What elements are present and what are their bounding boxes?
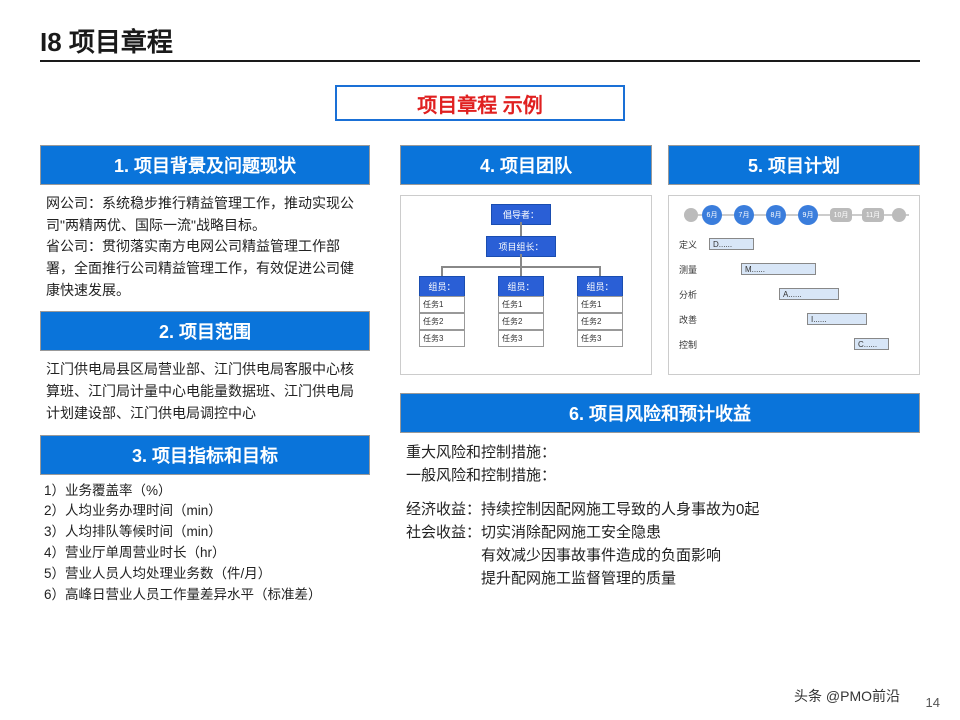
- plan-row-1-label: 测量: [679, 263, 707, 276]
- plan-row-1-bar: M......: [741, 263, 816, 275]
- month-0: 6月: [702, 205, 722, 225]
- plan-row-2-bar: A......: [779, 288, 839, 300]
- org-task-11: 任务2: [498, 313, 544, 330]
- section6-header: 6. 项目风险和预计收益: [400, 393, 920, 433]
- plan-row-0-bar: D......: [709, 238, 754, 250]
- title-underline: [40, 60, 920, 62]
- section1-header: 1. 项目背景及问题现状: [40, 145, 370, 185]
- org-task-00: 任务1: [419, 296, 465, 313]
- section1-body: 网公司：系统稳步推行精益管理工作，推动实现公司"两精两优、国际一流"战略目标。 …: [40, 185, 370, 311]
- soc-body: 切实消除配网施工安全隐患 有效减少因事故事件造成的负面影响 提升配网施工监督管理…: [481, 521, 721, 591]
- right-headers-row: 4. 项目团队 5. 项目计划: [400, 145, 920, 185]
- org-task-01: 任务2: [419, 313, 465, 330]
- footer-credit: 头条 @PMO前沿: [794, 686, 900, 706]
- month-1: 7月: [734, 205, 754, 225]
- org-task-12: 任务3: [498, 330, 544, 347]
- risk-major: 重大风险和控制措施：: [406, 441, 914, 464]
- org-member-1: 组员：: [498, 276, 544, 297]
- month-4: 10月: [830, 208, 852, 222]
- org-member-0: 组员：: [419, 276, 465, 297]
- timeline: 6月 7月 8月 9月 10月 11月: [684, 208, 909, 222]
- org-task-20: 任务1: [577, 296, 623, 313]
- risk-general: 一般风险和控制措施：: [406, 464, 914, 487]
- month-3: 9月: [798, 205, 818, 225]
- org-task-10: 任务1: [498, 296, 544, 313]
- org-chart: 倡导者： 项目组长： 组员： 组员： 组员： 任务1 任务2 任务3 任务1 任…: [400, 195, 652, 375]
- section3-header: 3. 项目指标和目标: [40, 435, 370, 475]
- econ-label: 经济收益：: [406, 498, 481, 521]
- org-member-2: 组员：: [577, 276, 623, 297]
- section4-header: 4. 项目团队: [400, 145, 652, 185]
- plan-row-2-label: 分析: [679, 288, 707, 301]
- right-column: 4. 项目团队 5. 项目计划 倡导者： 项目组长： 组员： 组员： 组员： 任…: [400, 145, 920, 601]
- org-task-21: 任务2: [577, 313, 623, 330]
- month-2: 8月: [766, 205, 786, 225]
- plan-row-3-label: 改善: [679, 313, 707, 326]
- example-label-box: 项目章程 示例: [335, 85, 625, 121]
- graphics-row: 倡导者： 项目组长： 组员： 组员： 组员： 任务1 任务2 任务3 任务1 任…: [400, 195, 920, 375]
- plan-row-4-bar: C......: [854, 338, 889, 350]
- section2-header: 2. 项目范围: [40, 311, 370, 351]
- plan-row-4-label: 控制: [679, 338, 707, 351]
- org-task-22: 任务3: [577, 330, 623, 347]
- org-task-02: 任务3: [419, 330, 465, 347]
- section2-body: 江门供电局县区局营业部、江门供电局客服中心核算班、江门局计量中心电能量数据班、江…: [40, 351, 370, 434]
- econ-body: 持续控制因配网施工导致的人身事故为0起: [481, 498, 759, 521]
- left-column: 1. 项目背景及问题现状 网公司：系统稳步推行精益管理工作，推动实现公司"两精两…: [40, 145, 370, 614]
- section6-body: 重大风险和控制措施： 一般风险和控制措施： 经济收益： 持续控制因配网施工导致的…: [400, 433, 920, 601]
- page-number: 14: [926, 695, 940, 710]
- page-title: I8 项目章程: [40, 22, 173, 59]
- plan-row-3-bar: I......: [807, 313, 867, 325]
- section3-body: 1）业务覆盖率（%） 2）人均业务办理时间（min） 3）人均排队等候时间（mi…: [40, 475, 370, 615]
- section5-header: 5. 项目计划: [668, 145, 920, 185]
- soc-label: 社会收益：: [406, 521, 481, 591]
- month-5: 11月: [862, 208, 884, 222]
- plan-row-0-label: 定义: [679, 238, 707, 251]
- plan-chart: 6月 7月 8月 9月 10月 11月 定义 D...... 测量 M.....…: [668, 195, 920, 375]
